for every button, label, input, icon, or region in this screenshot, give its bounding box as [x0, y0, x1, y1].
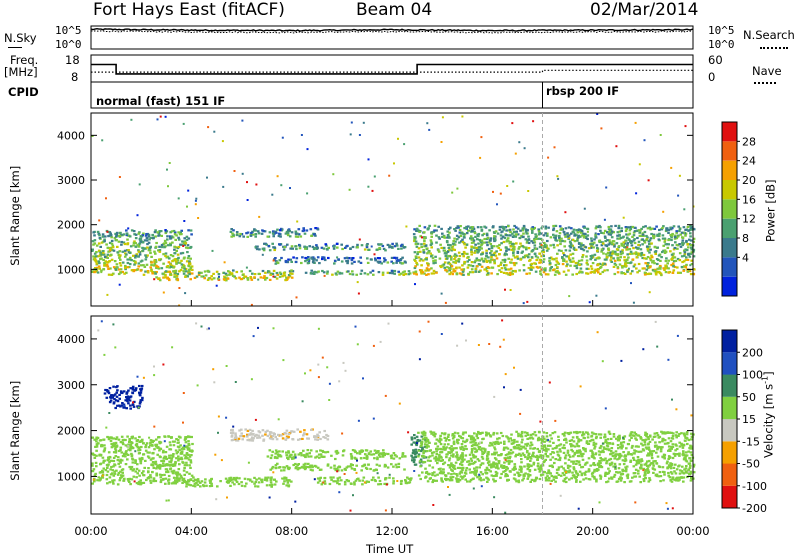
velocity-frame [91, 316, 693, 514]
velocity-ytick-label-1: 2000 [57, 425, 85, 438]
velocity-band-2 [167, 476, 293, 487]
time-axis: 00:00 04:00 08:00 12:00 16:00 20:00 00:00 [74, 524, 709, 538]
power-band-4 [273, 256, 407, 265]
power-colorbar: 28 24 20 16 12 8 4 [722, 122, 756, 296]
time-tick-label-5: 20:00 [576, 524, 609, 538]
velocity-colorbar-swatch-6 [722, 352, 737, 374]
power-band-3 [255, 243, 407, 252]
velocity-colorbar-swatch-0 [722, 486, 737, 508]
velocity-ytick-label-2: 3000 [57, 379, 85, 392]
power-ytick-label-3: 4000 [57, 129, 85, 142]
time-tick-label-3: 12:00 [375, 524, 408, 538]
time-tick-label-2: 08:00 [275, 524, 308, 538]
power-colorbar-tick-label-2: 20 [742, 174, 756, 187]
freq-nave-panel [91, 55, 693, 82]
velocity-ytick-label-3: 4000 [57, 333, 85, 346]
velocity-colorbar: 200 100 50 15 -15 -50 -100 -200 [722, 330, 767, 515]
power-colorbar-swatch-6 [722, 161, 737, 180]
velocity-colorbar-tick-label-2: 50 [742, 391, 756, 404]
velocity-cells [91, 385, 695, 488]
power-cells [91, 225, 696, 282]
power-sparse-echoes [92, 113, 695, 307]
cpid-frame [91, 82, 693, 108]
power-colorbar-tick-label-4: 12 [742, 213, 756, 226]
power-ytick-label-2: 3000 [57, 174, 85, 187]
velocity-colorbar-swatch-7 [722, 330, 737, 352]
power-panel: 1000 2000 3000 4000 [57, 113, 696, 307]
power-band-5 [305, 270, 412, 276]
power-ytick-label-1: 2000 [57, 219, 85, 232]
time-tick-label-1: 04:00 [175, 524, 208, 538]
velocity-band-3 [230, 428, 329, 441]
power-colorbar-swatch-7 [722, 141, 737, 160]
velocity-colorbar-swatch-5 [722, 375, 737, 397]
velocity-colorbar-tick-label-1: 100 [742, 369, 763, 382]
velocity-colorbar-tick-label-4: -15 [742, 435, 760, 448]
time-tick-label-6: 00:00 [676, 524, 709, 538]
velocity-colorbar-tick-label-5: -50 [742, 458, 760, 471]
velocity-colorbar-tick-label-3: 15 [742, 413, 756, 426]
velocity-colorbar-swatch-3 [722, 419, 737, 441]
power-colorbar-swatch-3 [722, 219, 737, 238]
power-colorbar-swatch-2 [722, 238, 737, 257]
power-band-0 [91, 229, 194, 276]
freq-frame [91, 55, 693, 82]
velocity-ytick-label-0: 1000 [57, 470, 85, 483]
noise-panel [91, 26, 693, 49]
nave-series [91, 70, 693, 72]
cpid-panel [91, 82, 693, 108]
time-tick-label-0: 00:00 [74, 524, 107, 538]
velocity-panel: 1000 2000 3000 4000 [57, 316, 696, 514]
power-band-2 [230, 227, 320, 238]
power-colorbar-tick-label-3: 16 [742, 193, 756, 206]
velocity-colorbar-tick-label-0: 200 [742, 346, 763, 359]
power-colorbar-swatch-8 [722, 122, 737, 141]
noise-series-sky [91, 29, 693, 31]
velocity-colorbar-swatch-4 [722, 397, 737, 419]
velocity-colorbar-tick-label-7: -200 [742, 502, 767, 515]
velocity-sparse-echoes [93, 319, 693, 513]
power-colorbar-swatch-5 [722, 180, 737, 199]
power-colorbar-tick-label-5: 8 [742, 232, 749, 245]
power-band-6 [412, 225, 695, 276]
velocity-band-8 [417, 431, 695, 484]
power-colorbar-swatch-1 [722, 257, 737, 276]
noise-series-search [91, 31, 693, 33]
velocity-colorbar-tick-label-6: -100 [742, 480, 767, 493]
velocity-colorbar-swatch-1 [722, 464, 737, 486]
velocity-band-4 [267, 449, 407, 460]
power-colorbar-tick-label-1: 24 [742, 155, 756, 168]
time-tick-label-4: 16:00 [476, 524, 509, 538]
power-ytick-label-0: 1000 [57, 263, 85, 276]
power-frame [91, 113, 693, 306]
power-colorbar-swatch-0 [722, 277, 737, 296]
power-colorbar-tick-label-6: 4 [742, 251, 749, 264]
power-colorbar-swatch-4 [722, 199, 737, 218]
power-colorbar-tick-label-0: 28 [742, 135, 756, 148]
velocity-colorbar-swatch-2 [722, 441, 737, 463]
